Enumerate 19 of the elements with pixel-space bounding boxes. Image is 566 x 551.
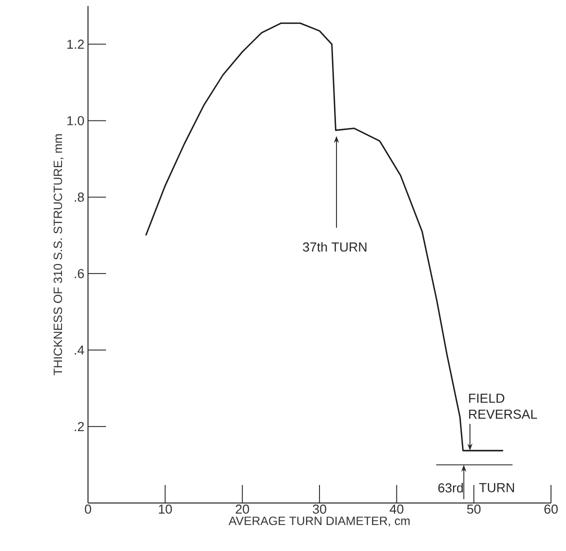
y-tick-label: .2 — [74, 422, 84, 432]
y-axis-title: THICKNESS OF 310 S.S. STRUCTURE, mm — [54, 134, 64, 376]
x-axis-title: AVERAGE TURN DIAMETER, cm — [228, 516, 410, 527]
x-tick-label: 40 — [390, 504, 404, 514]
x-tick-label: 20 — [236, 504, 250, 514]
y-tick-label: 1.0 — [67, 116, 84, 126]
y-tick-label: 1.2 — [67, 40, 84, 49]
annotation: FIELD REVERSAL — [469, 394, 538, 419]
x-tick-label: 0 — [84, 504, 92, 514]
x-tick-label: 30 — [312, 504, 326, 514]
x-tick-label: 10 — [158, 504, 172, 514]
y-tick-label: .6 — [74, 269, 84, 278]
x-tick-label: 50 — [467, 504, 481, 514]
annotation: 37th TURN — [302, 242, 366, 252]
annotation: TURN — [479, 483, 514, 492]
annotation: 63rd — [438, 482, 463, 492]
x-tick-label: 60 — [544, 504, 558, 514]
y-tick-label: .4 — [74, 346, 84, 355]
y-tick-label: .8 — [74, 192, 84, 202]
